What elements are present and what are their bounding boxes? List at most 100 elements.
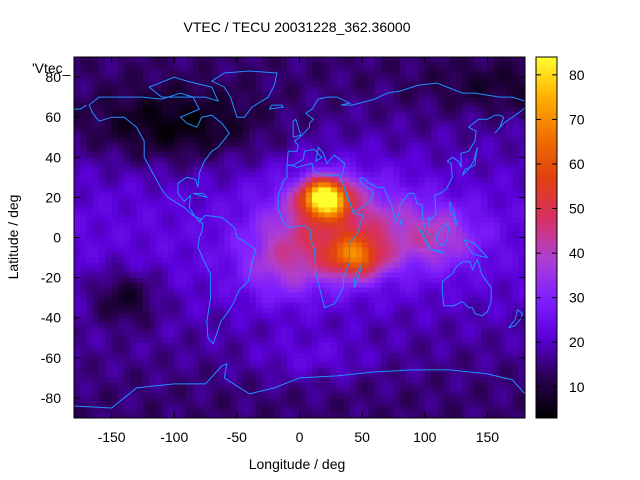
heatmap-cell xyxy=(330,312,338,319)
heatmap-cell xyxy=(236,247,244,254)
heatmap-cell xyxy=(474,292,482,299)
heatmap-cell xyxy=(431,262,438,269)
heatmap-cell xyxy=(180,62,188,68)
heatmap-cell xyxy=(86,227,94,234)
heatmap-cell xyxy=(380,337,388,344)
heatmap-cell xyxy=(368,192,376,198)
heatmap-cell xyxy=(186,177,194,183)
heatmap-cell xyxy=(380,152,388,158)
heatmap-cell xyxy=(462,352,470,359)
heatmap-cell xyxy=(299,307,307,314)
heatmap-cell xyxy=(255,62,263,68)
heatmap-cell xyxy=(155,302,163,309)
heatmap-cell xyxy=(456,202,463,209)
heatmap-cell xyxy=(487,112,495,118)
heatmap-cell xyxy=(437,382,445,389)
heatmap-cell xyxy=(355,157,363,163)
heatmap-cell xyxy=(512,247,520,254)
heatmap-cell xyxy=(437,352,445,359)
heatmap-cell xyxy=(224,217,232,224)
heatmap-cell xyxy=(387,162,395,168)
heatmap-cell xyxy=(299,232,307,239)
heatmap-cell xyxy=(261,287,269,294)
heatmap-cell xyxy=(74,317,81,324)
heatmap-cell xyxy=(387,112,395,118)
heatmap-cell xyxy=(268,197,276,203)
heatmap-cell xyxy=(224,272,232,279)
heatmap-cell xyxy=(431,62,438,68)
heatmap-cell xyxy=(399,192,407,198)
heatmap-cell xyxy=(111,387,119,394)
heatmap-cell xyxy=(261,342,269,349)
heatmap-cell xyxy=(374,317,382,324)
heatmap-cell xyxy=(230,157,238,163)
heatmap-cell xyxy=(399,62,407,68)
heatmap-cell xyxy=(205,402,213,409)
heatmap-cell xyxy=(80,237,88,244)
heatmap-cell xyxy=(230,232,238,239)
heatmap-cell xyxy=(443,267,451,274)
heatmap-cell xyxy=(437,202,445,209)
heatmap-cell xyxy=(493,57,501,63)
heatmap-cell xyxy=(180,297,188,304)
heatmap-cell xyxy=(437,172,445,178)
heatmap-cell xyxy=(243,187,250,193)
heatmap-cell xyxy=(224,247,232,254)
heatmap-cell xyxy=(205,372,213,379)
heatmap-cell xyxy=(136,262,144,269)
heatmap-cell xyxy=(318,267,326,274)
heatmap-cell xyxy=(130,162,138,168)
heatmap-cell xyxy=(499,242,507,249)
heatmap-cell xyxy=(424,322,432,329)
heatmap-cell xyxy=(512,137,520,143)
heatmap-cell xyxy=(92,277,100,284)
heatmap-cell xyxy=(186,362,194,369)
heatmap-cell xyxy=(218,107,225,113)
heatmap-cell xyxy=(80,297,88,304)
heatmap-cell xyxy=(111,152,119,158)
heatmap-cell xyxy=(74,297,81,304)
heatmap-cell xyxy=(80,377,88,384)
heatmap-cell xyxy=(330,107,338,113)
heatmap-cell xyxy=(236,382,244,389)
heatmap-cell xyxy=(349,282,357,289)
heatmap-cell xyxy=(274,57,282,63)
heatmap-cell xyxy=(349,297,357,304)
heatmap-cell xyxy=(343,137,351,143)
heatmap-cell xyxy=(136,282,144,289)
heatmap-cell xyxy=(462,242,470,249)
heatmap-cell xyxy=(387,352,395,359)
heatmap-cell xyxy=(487,92,495,98)
heatmap-cell xyxy=(506,362,514,369)
heatmap-cell xyxy=(230,337,238,344)
heatmap-cell xyxy=(74,222,81,229)
heatmap-cell xyxy=(343,177,351,183)
heatmap-cell xyxy=(86,322,94,329)
heatmap-cell xyxy=(418,182,426,188)
heatmap-cell xyxy=(468,267,476,274)
heatmap-cell xyxy=(343,72,351,78)
heatmap-cell xyxy=(218,307,225,314)
heatmap-cell xyxy=(424,352,432,359)
heatmap-cell xyxy=(161,307,169,314)
heatmap-cell xyxy=(286,122,294,128)
heatmap-cell xyxy=(468,352,476,359)
heatmap-cell xyxy=(456,177,463,183)
heatmap-cell xyxy=(437,237,445,244)
heatmap-cell xyxy=(405,87,413,93)
heatmap-cell xyxy=(349,157,357,163)
heatmap-cell xyxy=(193,67,200,73)
heatmap-cell xyxy=(405,67,413,73)
heatmap-cell xyxy=(380,362,388,369)
heatmap-cell xyxy=(487,397,495,404)
heatmap-cell xyxy=(380,347,388,354)
heatmap-cell xyxy=(293,392,301,399)
heatmap-cell xyxy=(167,182,175,188)
heatmap-cell xyxy=(449,187,457,193)
heatmap-cell xyxy=(230,62,238,68)
heatmap-cell xyxy=(318,347,326,354)
heatmap-cell xyxy=(405,62,413,68)
heatmap-cell xyxy=(167,157,175,163)
heatmap-cell xyxy=(255,332,263,339)
heatmap-cell xyxy=(230,342,238,349)
